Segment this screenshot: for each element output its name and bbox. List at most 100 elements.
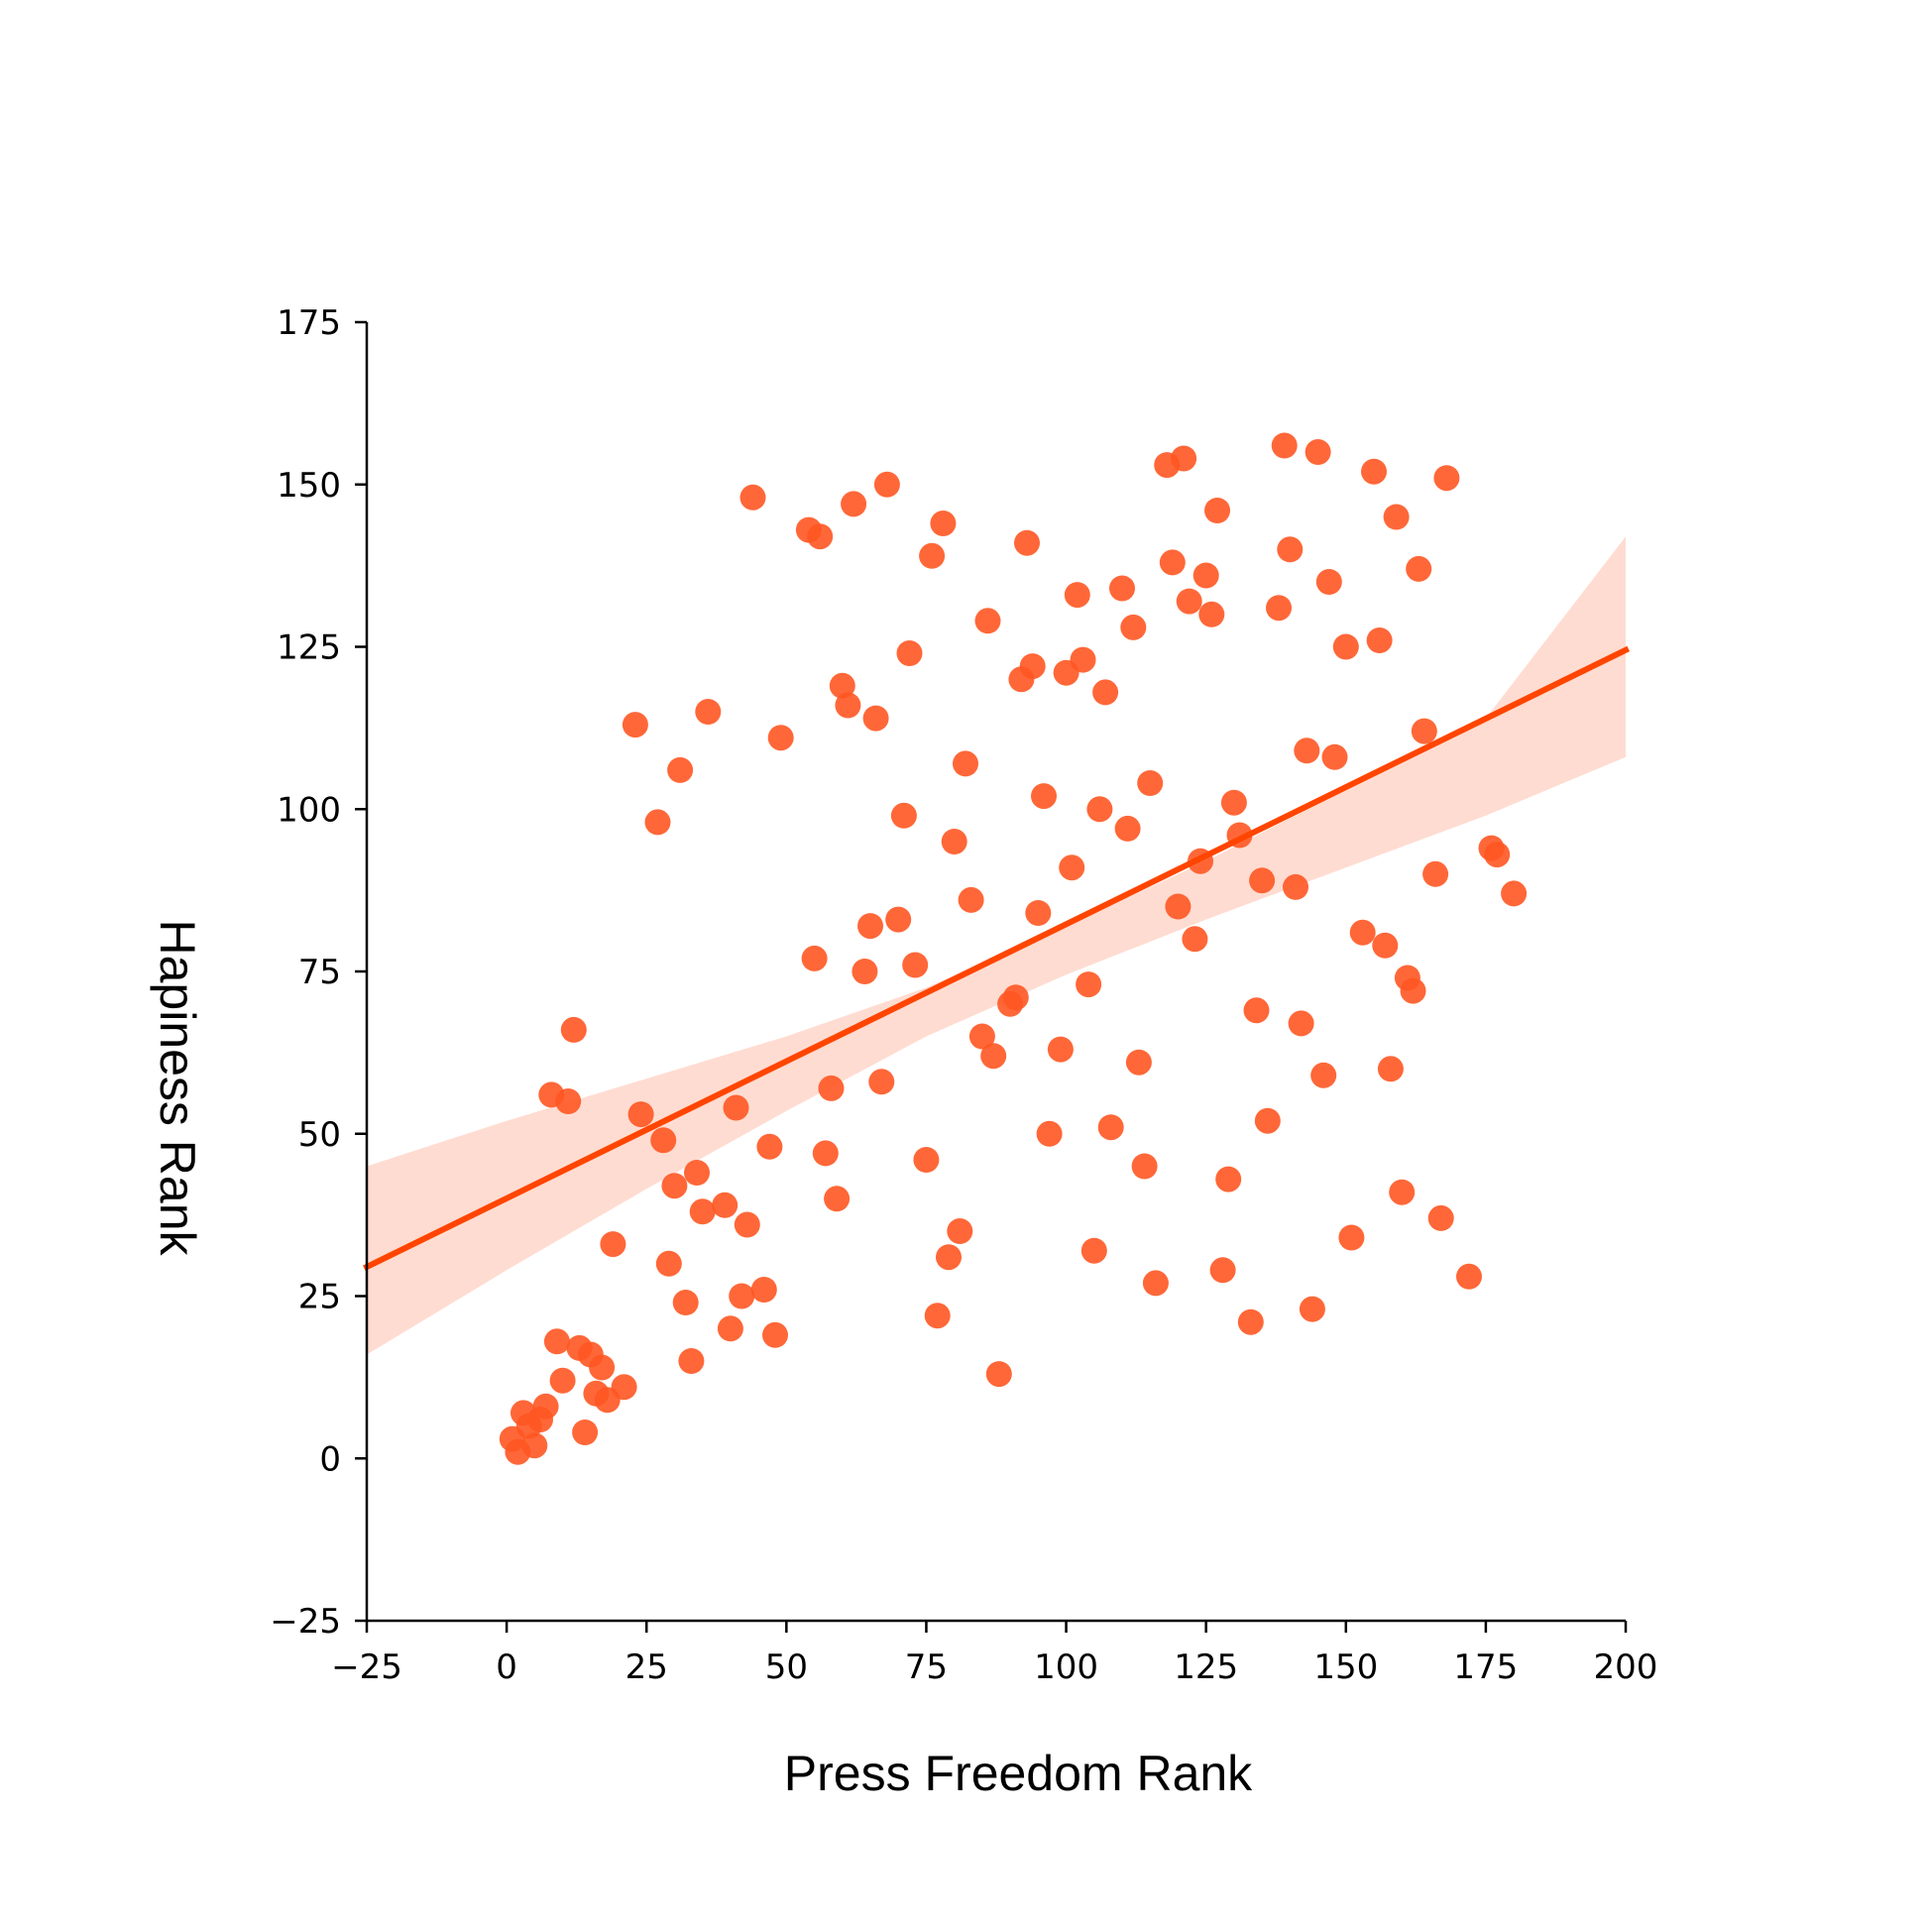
regression-line-layer	[362, 645, 1631, 1272]
data-point	[661, 1173, 688, 1199]
data-point	[890, 802, 917, 829]
data-point	[1288, 1010, 1314, 1037]
data-point	[1361, 458, 1387, 485]
data-point	[1125, 1049, 1152, 1076]
data-point	[835, 692, 861, 719]
data-point	[750, 1277, 777, 1303]
data-point	[968, 1023, 995, 1050]
data-point	[913, 1147, 940, 1173]
data-point	[818, 1075, 845, 1101]
data-point	[560, 1016, 587, 1043]
data-point	[1400, 977, 1426, 1004]
data-point	[829, 672, 855, 699]
data-point	[1271, 432, 1298, 459]
data-point	[695, 699, 722, 725]
data-point	[902, 952, 929, 978]
data-point	[1137, 770, 1164, 796]
data-point	[1501, 880, 1528, 907]
data-point	[1193, 562, 1219, 589]
data-point	[857, 913, 883, 940]
data-point	[896, 640, 923, 666]
data-point	[1159, 549, 1186, 576]
data-point	[543, 1328, 570, 1355]
data-point	[1383, 504, 1410, 530]
x-tick-label: 50	[765, 1648, 808, 1687]
data-point	[1349, 919, 1376, 946]
data-point	[1294, 738, 1320, 764]
data-point	[1433, 465, 1460, 492]
data-point	[712, 1192, 738, 1218]
data-point	[1338, 1224, 1365, 1251]
y-tick-label: 25	[298, 1278, 341, 1317]
data-point	[1198, 601, 1225, 627]
data-point	[1389, 1179, 1416, 1205]
data-point	[1406, 555, 1432, 582]
data-point	[958, 886, 984, 913]
data-point	[1025, 900, 1052, 926]
x-axis-title: Press Freedom Rank	[784, 1746, 1253, 1801]
y-tick-label: 125	[277, 628, 341, 668]
y-tick-label: 75	[298, 953, 341, 992]
data-point	[1076, 971, 1102, 998]
data-point	[1036, 1120, 1063, 1147]
data-point	[924, 1303, 951, 1329]
data-point	[1109, 575, 1135, 602]
data-point	[1321, 743, 1348, 770]
data-point	[980, 1043, 1007, 1070]
data-point	[941, 829, 967, 854]
data-point	[1310, 1062, 1337, 1088]
data-point	[521, 1432, 548, 1459]
data-point	[1237, 1308, 1264, 1335]
x-tick-label: −25	[331, 1648, 402, 1687]
data-point	[1266, 595, 1292, 622]
y-tick-label: 100	[277, 790, 341, 830]
data-point	[644, 809, 671, 836]
data-point	[689, 1198, 716, 1225]
data-point	[572, 1420, 599, 1445]
data-point	[650, 1127, 677, 1154]
regression-line	[362, 645, 1631, 1272]
data-point	[1204, 498, 1230, 523]
data-point	[1080, 1237, 1107, 1264]
data-point	[600, 1231, 626, 1258]
data-point	[1372, 932, 1399, 959]
data-point	[684, 1160, 710, 1186]
x-tick-label: 100	[1034, 1648, 1098, 1687]
data-point	[1299, 1296, 1325, 1322]
data-point	[627, 1101, 654, 1128]
confidence-band-layer	[367, 536, 1626, 1355]
data-point	[1070, 646, 1096, 673]
data-point	[1332, 633, 1359, 660]
y-tick-label: 175	[277, 303, 341, 343]
data-point	[862, 705, 889, 732]
data-point	[611, 1374, 637, 1401]
data-point	[885, 906, 912, 933]
x-tick-label: 125	[1174, 1648, 1238, 1687]
y-tick-label: 50	[298, 1115, 341, 1155]
data-point	[1305, 439, 1331, 465]
data-point	[672, 1290, 699, 1315]
data-point	[655, 1250, 682, 1277]
data-point	[852, 959, 878, 984]
data-point	[930, 511, 957, 536]
data-point	[1456, 1263, 1482, 1290]
data-point	[1366, 627, 1393, 653]
data-point	[1171, 445, 1197, 472]
data-point	[1209, 1257, 1236, 1284]
data-point	[1377, 1056, 1404, 1082]
data-point	[1411, 718, 1437, 744]
data-point	[1092, 679, 1119, 706]
data-point	[678, 1348, 705, 1374]
data-point	[812, 1140, 839, 1167]
data-point	[1315, 569, 1342, 595]
data-point	[953, 750, 978, 777]
data-point	[936, 1244, 962, 1271]
data-point	[1059, 854, 1085, 881]
data-point	[919, 542, 946, 569]
data-point	[1014, 529, 1040, 556]
data-point	[947, 1218, 973, 1244]
data-points-layer	[499, 432, 1528, 1465]
data-point	[1254, 1107, 1281, 1134]
